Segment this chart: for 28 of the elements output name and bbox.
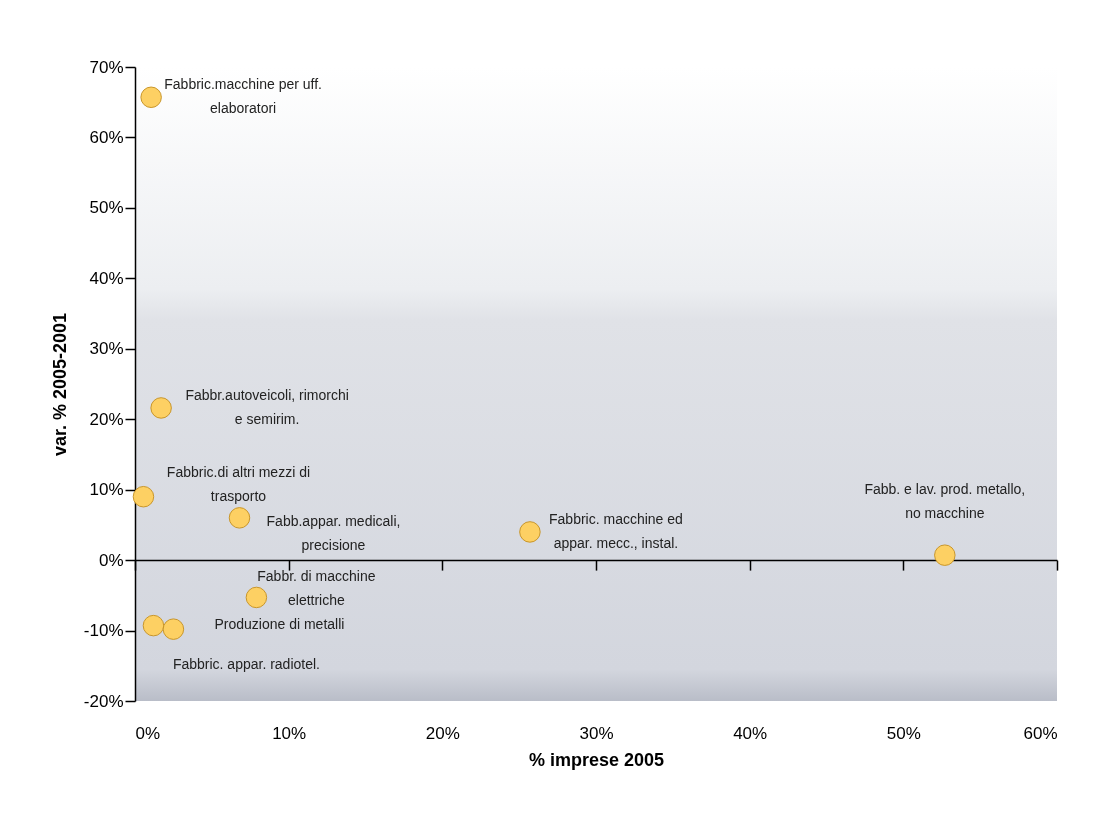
annotation: Fabb.appar. medicali, precisione xyxy=(266,512,401,553)
y-axis-title: var. % 2005-2001 xyxy=(49,312,70,457)
x-tick-label: 50% xyxy=(886,723,921,743)
y-tick-label: 20% xyxy=(89,409,124,429)
annotation: Fabbr.autoveicoli, rimorchi e semirim. xyxy=(185,386,349,427)
annotation: Fabbric.macchine per uff. elaboratori xyxy=(164,76,322,117)
y-tick-label: 70% xyxy=(89,57,124,77)
y-tick-label: -10% xyxy=(83,621,124,641)
annotation: Fabbric. appar. radiotel. xyxy=(172,655,320,672)
annotation: Produzione di metalli xyxy=(214,616,345,633)
y-tick-label: 0% xyxy=(98,550,124,570)
x-tick-label: 10% xyxy=(272,723,307,743)
annotation: Fabbric. macchine ed appar. mecc., instal. xyxy=(549,510,683,551)
y-tick-label: 60% xyxy=(89,127,124,147)
x-tick-label: 0% xyxy=(135,723,161,743)
y-tick-label: 10% xyxy=(89,480,124,500)
x-tick-label: 40% xyxy=(733,723,768,743)
y-tick-label: -20% xyxy=(83,691,124,711)
x-tick-label: 20% xyxy=(425,723,460,743)
y-tick-label: 30% xyxy=(89,339,124,359)
x-tick-label: 60% xyxy=(1023,723,1058,743)
y-tick-label: 50% xyxy=(89,198,124,218)
annotation: Fabbr. di macchine elettriche xyxy=(257,568,376,609)
x-tick-label: 30% xyxy=(579,723,614,743)
annotation: Fabbric.di altri mezzi di trasporto xyxy=(166,463,311,504)
annotation: Fabb. e lav. prod. metallo, no macchine xyxy=(864,481,1026,522)
x-axis-title: % imprese 2005 xyxy=(528,749,665,770)
y-tick-label: 40% xyxy=(89,268,124,288)
